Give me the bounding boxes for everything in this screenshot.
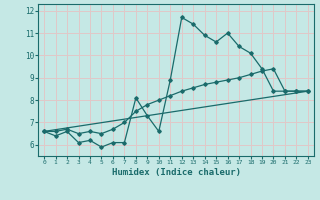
X-axis label: Humidex (Indice chaleur): Humidex (Indice chaleur): [111, 168, 241, 177]
